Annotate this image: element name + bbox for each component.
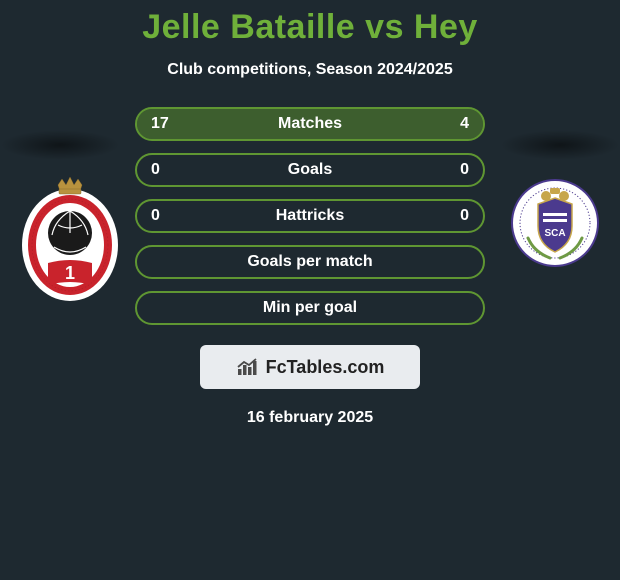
player-shadow-left	[0, 130, 120, 160]
club-crest-right: SCA	[510, 178, 600, 268]
stat-row-hattricks: 0 0 Hattricks	[135, 199, 485, 233]
stat-row-goals-per-match: Goals per match	[135, 245, 485, 279]
stats-container: 17 4 Matches 0 0 Goals 0 0 Hattricks Goals per ma…	[135, 107, 485, 325]
stat-row-matches: 17 4 Matches	[135, 107, 485, 141]
player-shadow-right	[500, 130, 620, 160]
stat-value-left: 17	[151, 115, 169, 133]
stat-value-right: 0	[460, 207, 469, 225]
club-crest-left: 1	[20, 175, 120, 305]
page-subtitle: Club competitions, Season 2024/2025	[0, 61, 620, 79]
stat-label: Matches	[278, 115, 342, 133]
svg-text:1: 1	[65, 263, 75, 283]
chart-icon	[236, 357, 260, 377]
stat-value-right: 0	[460, 161, 469, 179]
svg-text:SCA: SCA	[544, 228, 565, 239]
stat-value-left: 0	[151, 207, 160, 225]
stat-label: Goals per match	[247, 253, 372, 271]
stat-value-right: 4	[460, 115, 469, 133]
stat-label: Hattricks	[276, 207, 344, 225]
brand-plate: FcTables.com	[200, 345, 420, 389]
stat-row-min-per-goal: Min per goal	[135, 291, 485, 325]
stat-value-left: 0	[151, 161, 160, 179]
stat-label: Min per goal	[263, 299, 357, 317]
infographic-date: 16 february 2025	[0, 409, 620, 427]
stat-row-goals: 0 0 Goals	[135, 153, 485, 187]
stat-label: Goals	[288, 161, 332, 179]
page-title: Jelle Bataille vs Hey	[0, 0, 620, 47]
stat-fill-right	[417, 109, 483, 139]
brand-text: FcTables.com	[266, 357, 385, 378]
